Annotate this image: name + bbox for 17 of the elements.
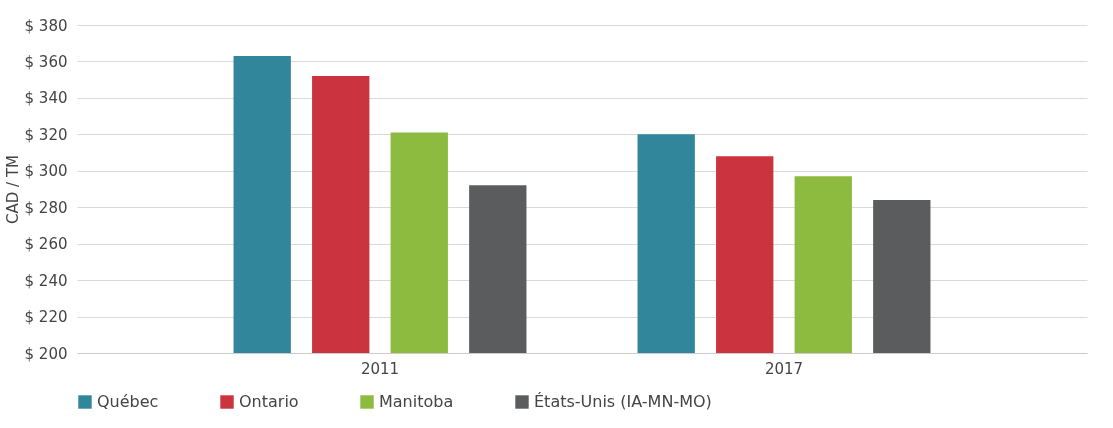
y-tick-label: $ 260 xyxy=(24,235,68,254)
y-tick-label: $ 300 xyxy=(24,162,68,181)
y-tick-label: $ 340 xyxy=(24,89,68,108)
legend-label: Québec xyxy=(97,392,159,411)
y-tick-label: $ 360 xyxy=(24,52,68,71)
y-tick-label: $ 240 xyxy=(24,271,68,290)
legend-label: Ontario xyxy=(239,392,299,411)
y-axis-title: CAD / TM xyxy=(3,155,22,224)
y-tick-label: $ 200 xyxy=(24,344,68,363)
x-tick-label: 2011 xyxy=(360,359,400,378)
y-tick-label: $ 380 xyxy=(24,16,68,35)
legend-label: Manitoba xyxy=(379,392,454,411)
x-tick-label: 2017 xyxy=(764,359,804,378)
legend-label: États-Unis (IA-MN-MO) xyxy=(534,392,712,411)
y-tick-label: $ 280 xyxy=(24,198,68,217)
y-tick-label: $ 320 xyxy=(24,125,68,144)
y-tick-label: $ 220 xyxy=(24,308,68,327)
